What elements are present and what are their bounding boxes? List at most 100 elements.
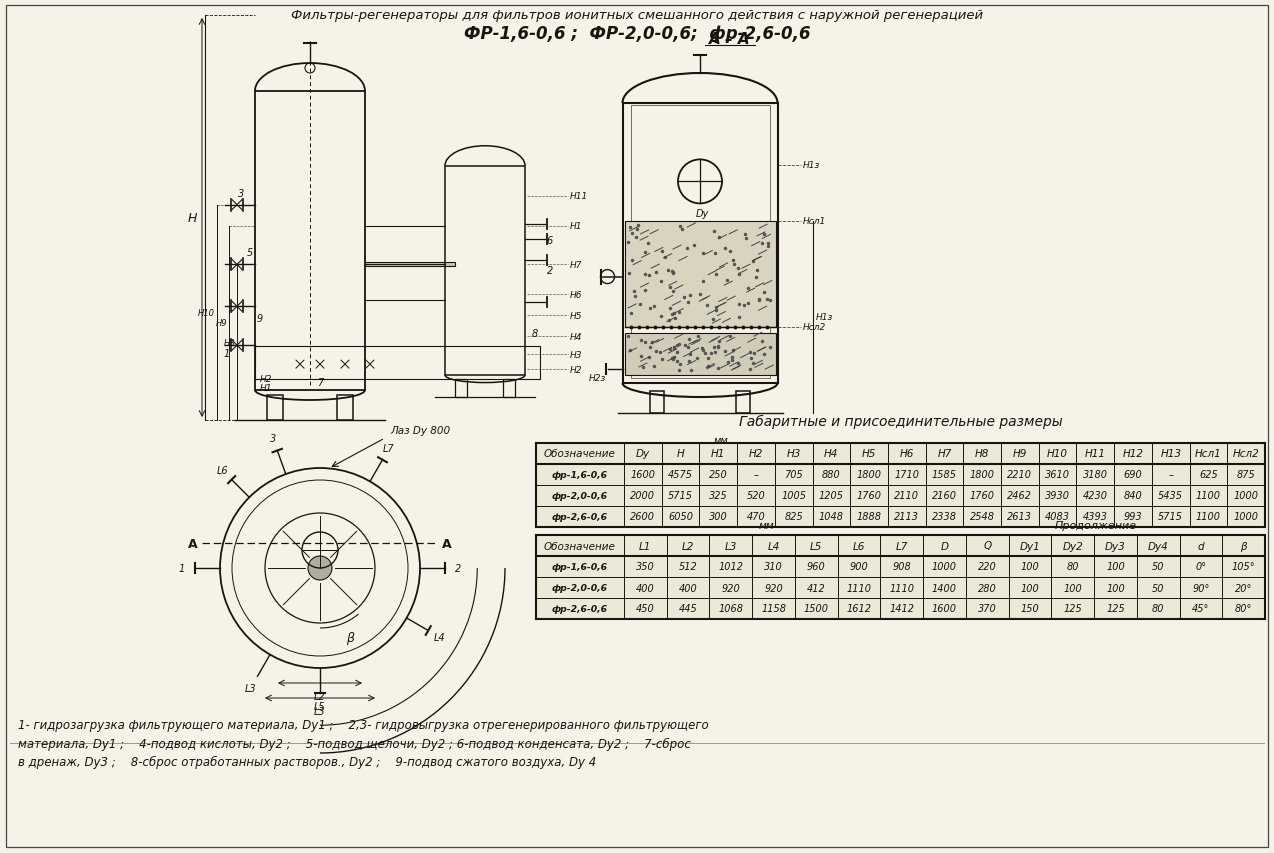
Text: 3: 3 — [270, 434, 276, 444]
Text: Лаз Dy 800: Лаз Dy 800 — [390, 426, 450, 436]
Text: 100: 100 — [1020, 583, 1040, 593]
Text: 80°: 80° — [1235, 604, 1252, 614]
Text: Hсл1: Hсл1 — [1195, 449, 1222, 459]
Text: 5715: 5715 — [668, 491, 693, 501]
Text: 2548: 2548 — [970, 512, 995, 522]
Text: L6: L6 — [217, 466, 228, 476]
Text: 5435: 5435 — [1158, 491, 1184, 501]
Text: 2600: 2600 — [631, 512, 655, 522]
Text: 2113: 2113 — [894, 512, 920, 522]
Text: L3: L3 — [725, 541, 738, 551]
Text: 100: 100 — [1106, 562, 1125, 572]
Text: Dy4: Dy4 — [1148, 541, 1168, 551]
Text: H4: H4 — [569, 333, 582, 341]
Text: фр-2,0-0,6: фр-2,0-0,6 — [552, 583, 608, 592]
Text: H4: H4 — [824, 449, 838, 459]
Text: 1000: 1000 — [1233, 491, 1259, 501]
Text: H2: H2 — [749, 449, 763, 459]
Text: 412: 412 — [806, 583, 826, 593]
Text: Продолжение: Продолжение — [1055, 520, 1138, 531]
Text: 1888: 1888 — [856, 512, 882, 522]
Text: 450: 450 — [636, 604, 655, 614]
Text: –: – — [1168, 470, 1173, 480]
Text: 5715: 5715 — [1158, 512, 1184, 522]
Text: 4575: 4575 — [668, 470, 693, 480]
Text: 7: 7 — [317, 378, 324, 387]
Text: D: D — [940, 541, 949, 551]
Text: 6: 6 — [547, 236, 553, 246]
Text: L3: L3 — [245, 682, 257, 693]
Text: 1500: 1500 — [804, 604, 829, 614]
Text: 100: 100 — [1020, 562, 1040, 572]
Text: 2462: 2462 — [1008, 491, 1032, 501]
Text: H7: H7 — [569, 261, 582, 270]
Text: Dy3: Dy3 — [1105, 541, 1126, 551]
Bar — [536, 536, 1265, 619]
Text: 400: 400 — [636, 583, 655, 593]
Text: A: A — [189, 537, 197, 550]
Text: H1з: H1з — [803, 161, 819, 170]
Text: 445: 445 — [679, 604, 697, 614]
Text: 1412: 1412 — [889, 604, 915, 614]
Text: H3: H3 — [569, 351, 582, 359]
Polygon shape — [624, 221, 776, 328]
Text: 960: 960 — [806, 562, 826, 572]
Text: 310: 310 — [764, 562, 784, 572]
Text: β: β — [347, 632, 354, 645]
Text: 1205: 1205 — [819, 491, 843, 501]
Text: H9: H9 — [1013, 449, 1027, 459]
Text: L7: L7 — [896, 541, 908, 551]
Text: 1710: 1710 — [894, 470, 920, 480]
Text: 80: 80 — [1066, 562, 1079, 572]
Text: 1110: 1110 — [889, 583, 915, 593]
Text: фр-1,6-0,6: фр-1,6-0,6 — [552, 471, 608, 479]
Text: H11: H11 — [569, 192, 589, 201]
Text: 1110: 1110 — [846, 583, 871, 593]
Text: 920: 920 — [721, 583, 740, 593]
Text: H5: H5 — [569, 311, 582, 321]
Text: 1585: 1585 — [933, 470, 957, 480]
Text: H2: H2 — [569, 365, 582, 374]
Text: 100: 100 — [1106, 583, 1125, 593]
Text: β: β — [1241, 541, 1247, 551]
Text: 370: 370 — [978, 604, 996, 614]
Text: 3930: 3930 — [1045, 491, 1070, 501]
Text: 840: 840 — [1124, 491, 1143, 501]
Text: 45°: 45° — [1192, 604, 1209, 614]
Text: фр-2,6-0,6: фр-2,6-0,6 — [552, 513, 608, 521]
Text: 825: 825 — [785, 512, 803, 522]
Text: 2000: 2000 — [631, 491, 655, 501]
Text: 3: 3 — [238, 189, 245, 199]
Text: 1158: 1158 — [761, 604, 786, 614]
Text: Dy: Dy — [636, 449, 650, 459]
Text: мм: мм — [713, 436, 729, 445]
Text: Hсл1: Hсл1 — [803, 217, 826, 226]
Text: 2: 2 — [455, 563, 461, 573]
Text: 9: 9 — [257, 314, 264, 324]
Text: L2: L2 — [682, 541, 694, 551]
Text: 1: 1 — [178, 563, 185, 573]
Text: H3: H3 — [786, 449, 801, 459]
Text: 1600: 1600 — [933, 604, 957, 614]
Text: H7: H7 — [938, 449, 952, 459]
Text: L1: L1 — [640, 541, 651, 551]
Text: H12: H12 — [1122, 449, 1144, 459]
Text: Обозначение: Обозначение — [544, 449, 615, 459]
Text: 2210: 2210 — [1008, 470, 1032, 480]
Text: 1068: 1068 — [719, 604, 743, 614]
Text: ФР-1,6-0,6 ;  ФР-2,0-0,6;  фр-2,6-0,6: ФР-1,6-0,6 ; ФР-2,0-0,6; фр-2,6-0,6 — [464, 25, 810, 43]
Text: 20°: 20° — [1235, 583, 1252, 593]
Text: 90°: 90° — [1192, 583, 1209, 593]
Text: фр-1,6-0,6: фр-1,6-0,6 — [552, 562, 608, 572]
Text: H1: H1 — [260, 383, 273, 392]
Text: H1: H1 — [569, 222, 582, 231]
Text: 1005: 1005 — [781, 491, 806, 501]
Text: 100: 100 — [1064, 583, 1082, 593]
Text: в дренаж, Dy3 ;    8-сброс отработанных растворов., Dy2 ;    9-подвод сжатого во: в дренаж, Dy3 ; 8-сброс отработанных рас… — [18, 755, 596, 768]
Text: H10: H10 — [1047, 449, 1068, 459]
Text: d: d — [1198, 541, 1204, 551]
Text: 300: 300 — [708, 512, 727, 522]
Text: H8: H8 — [975, 449, 990, 459]
Text: 512: 512 — [679, 562, 697, 572]
Text: H2: H2 — [260, 374, 273, 383]
